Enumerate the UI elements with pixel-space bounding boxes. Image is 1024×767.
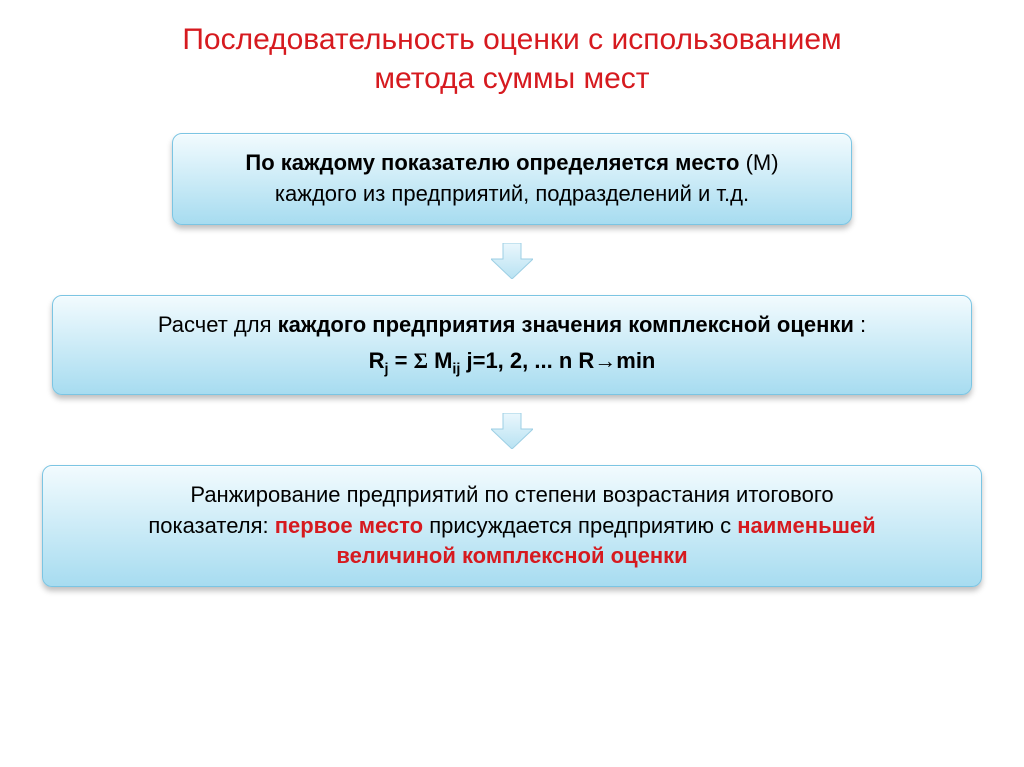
- step3-line1: Ранжирование предприятий по степени возр…: [190, 482, 833, 507]
- step2-bold: каждого предприятия значения комплексной…: [278, 312, 854, 337]
- step2-before: Расчет для: [158, 312, 278, 337]
- step1-bold: По каждому показателю определяется место: [245, 150, 739, 175]
- down-arrow-icon: [491, 413, 533, 449]
- flow-step-2: Расчет для каждого предприятия значения …: [52, 295, 972, 395]
- title-line1: Последовательность оценки с использовани…: [182, 23, 841, 56]
- title-line2: метода суммы мест: [374, 62, 649, 95]
- arrow-1: [40, 225, 984, 295]
- step2-formula: Rj = Σ Mij j=1, 2, ... n R→min: [83, 346, 941, 379]
- step3-mid: присуждается предприятию с: [423, 513, 737, 538]
- down-arrow-icon: [491, 243, 533, 279]
- step3-before: показателя:: [148, 513, 274, 538]
- step2-after: :: [854, 312, 866, 337]
- arrow-2: [40, 395, 984, 465]
- diagram-title: Последовательность оценки с использовани…: [40, 20, 984, 98]
- step3-red2: наименьшей: [737, 513, 875, 538]
- step1-line2: каждого из предприятий, подразделений и …: [275, 181, 749, 206]
- step3-red1: первое место: [275, 513, 423, 538]
- step1-after: (М): [739, 150, 778, 175]
- flow-step-3: Ранжирование предприятий по степени возр…: [42, 465, 982, 587]
- step3-line3: величиной комплексной оценки: [336, 543, 687, 568]
- flow-step-1: По каждому показателю определяется место…: [172, 133, 852, 225]
